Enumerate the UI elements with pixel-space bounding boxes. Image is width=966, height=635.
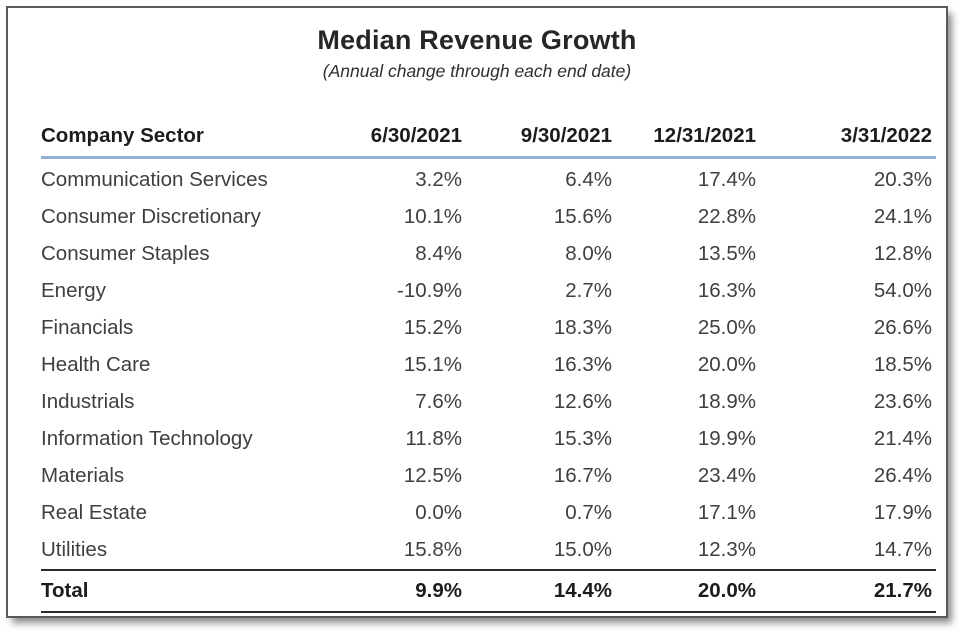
total-label: Total [41, 568, 316, 613]
value-cell: 18.5% [873, 353, 932, 376]
value-cell: 2.7% [565, 279, 612, 302]
value-cell: 6.4% [565, 168, 612, 191]
value-cell: 16.7% [553, 464, 612, 487]
value-cell: -10.9% [397, 279, 462, 302]
value-cell: 0.7% [565, 501, 612, 524]
sector-cell: Consumer Staples [41, 242, 210, 265]
value-cell: 54.0% [873, 279, 932, 302]
value-cell: 15.2% [403, 316, 462, 339]
table-row: Health Care 15.1% 16.3% 20.0% 18.5% [41, 347, 936, 384]
sector-cell: Utilities [41, 538, 108, 561]
total-value-cell: 20.0% [616, 568, 760, 613]
table-row: Industrials 7.6% 12.6% 18.9% 23.6% [41, 384, 936, 421]
value-cell: 17.1% [697, 501, 756, 524]
value-cell: 16.3% [553, 353, 612, 376]
value-cell: 21.4% [873, 427, 932, 450]
total-row: Total 9.9% 14.4% 20.0% 21.7% [41, 568, 936, 613]
sector-cell: Real Estate [41, 501, 147, 524]
value-cell: 22.8% [697, 205, 756, 228]
value-cell: 3.2% [415, 168, 462, 191]
value-cell: 13.5% [697, 242, 756, 265]
table-row: Real Estate 0.0% 0.7% 17.1% 17.9% [41, 495, 936, 532]
revenue-growth-table: Company Sector 6/30/2021 9/30/2021 12/31… [41, 124, 936, 613]
value-cell: 15.0% [553, 538, 612, 561]
column-header-date-4: 3/31/2022 [760, 124, 936, 159]
total-value-cell: 14.4% [466, 568, 616, 613]
table-row: Financials 15.2% 18.3% 25.0% 26.6% [41, 310, 936, 347]
value-cell: 10.1% [403, 205, 462, 228]
sector-cell: Communication Services [41, 168, 268, 191]
total-value-cell: 9.9% [316, 568, 466, 613]
value-cell: 7.6% [415, 390, 462, 413]
sector-cell: Industrials [41, 390, 135, 413]
table-row: Energy -10.9% 2.7% 16.3% 54.0% [41, 273, 936, 310]
value-cell: 15.3% [553, 427, 612, 450]
value-cell: 16.3% [697, 279, 756, 302]
value-cell: 12.8% [873, 242, 932, 265]
table-row: Communication Services 3.2% 6.4% 17.4% 2… [41, 158, 936, 199]
value-cell: 23.4% [697, 464, 756, 487]
value-cell: 20.0% [697, 353, 756, 376]
table-row: Consumer Staples 8.4% 8.0% 13.5% 12.8% [41, 236, 936, 273]
sector-cell: Information Technology [41, 427, 253, 450]
column-header-date-1: 6/30/2021 [316, 124, 466, 159]
column-header-sector: Company Sector [41, 124, 316, 159]
value-cell: 20.3% [873, 168, 932, 191]
column-header-date-2: 9/30/2021 [466, 124, 616, 159]
table-row: Information Technology 11.8% 15.3% 19.9%… [41, 421, 936, 458]
header-row: Company Sector 6/30/2021 9/30/2021 12/31… [41, 124, 936, 159]
value-cell: 18.9% [697, 390, 756, 413]
sector-cell: Energy [41, 279, 106, 302]
sector-cell: Financials [41, 316, 134, 339]
value-cell: 12.3% [697, 538, 756, 561]
value-cell: 12.6% [553, 390, 612, 413]
value-cell: 25.0% [697, 316, 756, 339]
value-cell: 11.8% [405, 427, 462, 450]
value-cell: 8.4% [415, 242, 462, 265]
page-title: Median Revenue Growth [317, 25, 637, 55]
value-cell: 18.3% [553, 316, 612, 339]
value-cell: 12.5% [403, 464, 462, 487]
value-cell: 0.0% [415, 501, 462, 524]
value-cell: 8.0% [565, 242, 612, 265]
table-row: Materials 12.5% 16.7% 23.4% 26.4% [41, 458, 936, 495]
sector-cell: Health Care [41, 353, 151, 376]
value-cell: 15.1% [403, 353, 462, 376]
value-cell: 15.6% [553, 205, 612, 228]
value-cell: 14.7% [873, 538, 932, 561]
table-card: Median Revenue Growth (Annual change thr… [6, 6, 948, 618]
table-row: Consumer Discretionary 10.1% 15.6% 22.8%… [41, 199, 936, 236]
subtitle: (Annual change through each end date) [322, 61, 632, 81]
value-cell: 26.4% [873, 464, 932, 487]
column-header-date-3: 12/31/2021 [616, 124, 760, 159]
sector-cell: Consumer Discretionary [41, 205, 261, 228]
table-row: Utilities 15.8% 15.0% 12.3% 14.7% [41, 532, 936, 570]
value-cell: 26.6% [873, 316, 932, 339]
value-cell: 15.8% [403, 538, 462, 561]
sector-cell: Materials [41, 464, 125, 487]
value-cell: 17.9% [873, 501, 932, 524]
value-cell: 23.6% [873, 390, 932, 413]
value-cell: 17.4% [697, 168, 756, 191]
total-value-cell: 21.7% [760, 568, 936, 613]
value-cell: 24.1% [873, 205, 932, 228]
value-cell: 19.9% [697, 427, 756, 450]
